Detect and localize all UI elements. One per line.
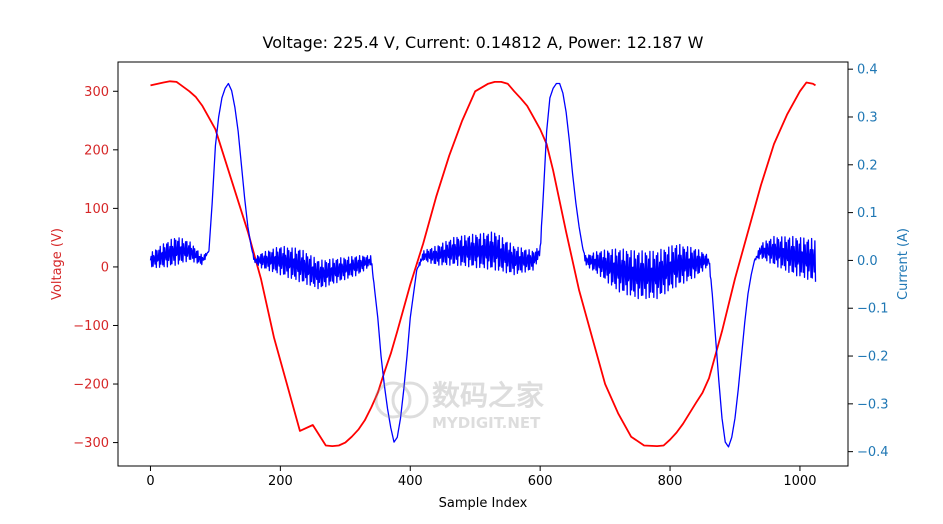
y-axis-left: −300 −200 −100 0 100 200 300 [73, 85, 118, 451]
x-axis: 0 200 400 600 800 1000 [146, 466, 816, 489]
y-axis-left-label: Voltage (V) [50, 228, 65, 300]
y-left-tick-label: −200 [73, 378, 109, 393]
y-right-tick-label: −0.4 [857, 445, 889, 460]
x-tick-label: 800 [658, 474, 683, 489]
y-right-tick-label: −0.3 [857, 397, 889, 412]
y-right-tick-label: 0.3 [857, 110, 878, 125]
y-right-tick-label: −0.2 [857, 350, 889, 365]
y-left-tick-label: 100 [84, 202, 109, 217]
x-tick-label: 200 [268, 474, 293, 489]
watermark-text: 数码之家 [432, 379, 544, 412]
y-axis-right: −0.4 −0.3 −0.2 −0.1 0.0 0.1 0.2 0.3 0.4 [848, 63, 889, 460]
plot-area [117, 61, 849, 467]
y-right-tick-label: −0.1 [857, 302, 889, 317]
y-axis-right-label: Current (A) [896, 228, 911, 300]
watermark: 数码之家 MYDIGIT.NET [374, 379, 544, 432]
watermark-subtext: MYDIGIT.NET [432, 414, 541, 432]
x-axis-label: Sample Index [439, 496, 528, 511]
x-tick-label: 1000 [783, 474, 816, 489]
y-right-tick-label: 0.4 [857, 63, 878, 78]
y-right-tick-label: 0.2 [857, 158, 878, 173]
y-left-tick-label: 0 [101, 260, 109, 275]
chart-title: Voltage: 225.4 V, Current: 0.14812 A, Po… [263, 33, 704, 52]
y-left-tick-label: 200 [84, 143, 109, 158]
x-tick-label: 400 [398, 474, 423, 489]
y-left-tick-label: −300 [73, 436, 109, 451]
x-tick-label: 0 [146, 474, 154, 489]
plot-frame [117, 61, 849, 467]
y-left-tick-label: −100 [73, 319, 109, 334]
y-right-tick-label: 0.1 [857, 206, 878, 221]
x-tick-label: 600 [528, 474, 553, 489]
series-layer [149, 80, 817, 448]
y-right-tick-label: 0.0 [857, 254, 878, 269]
y-left-tick-label: 300 [84, 85, 109, 100]
watermark-logo-icon [374, 381, 429, 419]
current-series-line [149, 82, 817, 448]
